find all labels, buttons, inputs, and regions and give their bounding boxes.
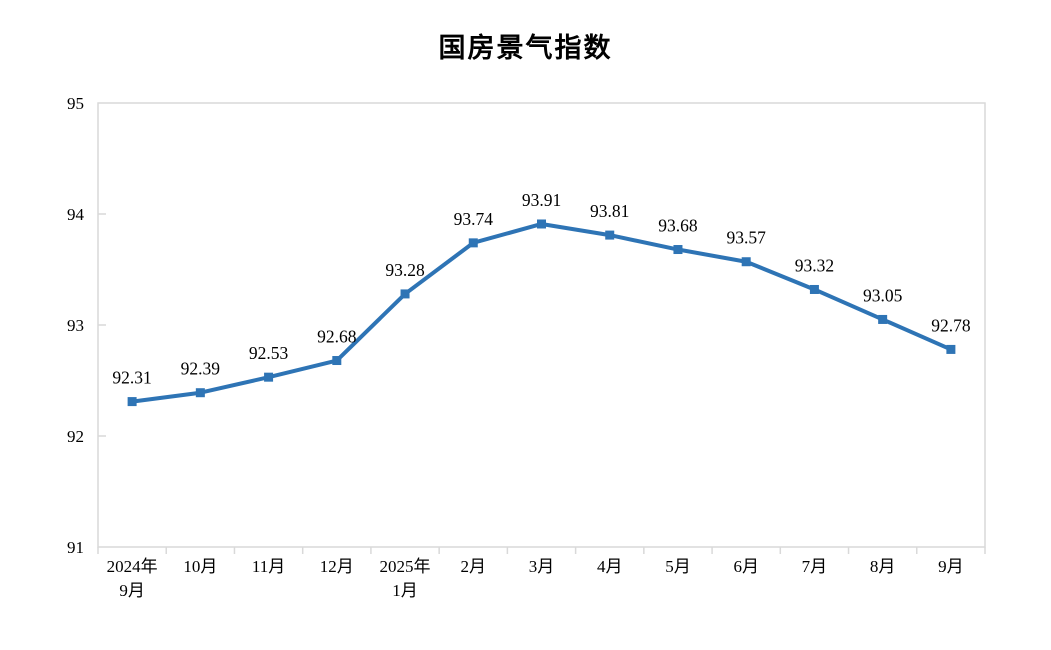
x-axis-tick-label: 7月: [802, 557, 828, 576]
data-point-marker: [878, 314, 888, 324]
data-point-marker: [332, 356, 342, 366]
x-axis-tick-label: 9月: [938, 557, 964, 576]
data-point-label: 93.81: [590, 201, 629, 221]
data-point-label: 93.68: [658, 216, 698, 236]
x-axis-tick-label: 10月: [183, 557, 217, 576]
data-point-label: 93.74: [454, 209, 494, 229]
data-point-label: 92.53: [249, 343, 289, 363]
x-axis-tick-label: 2024年 9月: [107, 557, 158, 600]
data-point-marker: [264, 372, 274, 382]
y-axis-tick-label: 91: [67, 538, 84, 557]
data-point-marker: [127, 397, 137, 407]
data-point-marker: [195, 388, 205, 398]
x-axis-tick-label: 6月: [733, 557, 759, 576]
x-axis-tick-label: 2025年 1月: [380, 557, 431, 600]
data-point-label: 92.78: [931, 315, 971, 335]
data-point-marker: [809, 284, 819, 294]
data-point-marker: [673, 245, 683, 255]
chart-title: 国房景气指数: [438, 33, 613, 63]
data-point-marker: [400, 289, 410, 299]
data-point-marker: [537, 219, 546, 229]
x-axis-tick-label: 3月: [529, 557, 555, 576]
data-point-label: 93.91: [522, 190, 561, 210]
x-axis-tick-label: 11月: [252, 557, 285, 576]
data-point-label: 93.57: [727, 228, 767, 248]
data-point-marker: [946, 344, 956, 354]
x-axis-tick-label: 12月: [320, 557, 354, 576]
x-axis-tick-label: 8月: [870, 557, 896, 576]
data-point-marker: [741, 257, 751, 267]
data-point-label: 92.31: [112, 368, 151, 388]
data-point-label: 93.32: [795, 255, 834, 275]
x-axis-tick-label: 5月: [665, 557, 691, 576]
y-axis-tick-label: 94: [67, 205, 85, 224]
plot-border: [97, 102, 986, 548]
y-axis-tick-label: 92: [67, 427, 84, 446]
x-axis-tick-label: 2月: [461, 557, 487, 576]
data-point-label: 92.68: [317, 327, 357, 347]
data-point-label: 93.28: [385, 260, 425, 280]
data-point-label: 92.39: [181, 359, 221, 379]
y-axis-tick-label: 95: [67, 94, 84, 113]
series-line: [130, 221, 953, 404]
data-point-label: 93.05: [863, 285, 903, 305]
y-axis-tick-label: 93: [67, 316, 84, 335]
x-axis-tick-label: 4月: [597, 557, 623, 576]
data-point-marker: [605, 230, 615, 240]
data-point-marker: [468, 238, 478, 248]
